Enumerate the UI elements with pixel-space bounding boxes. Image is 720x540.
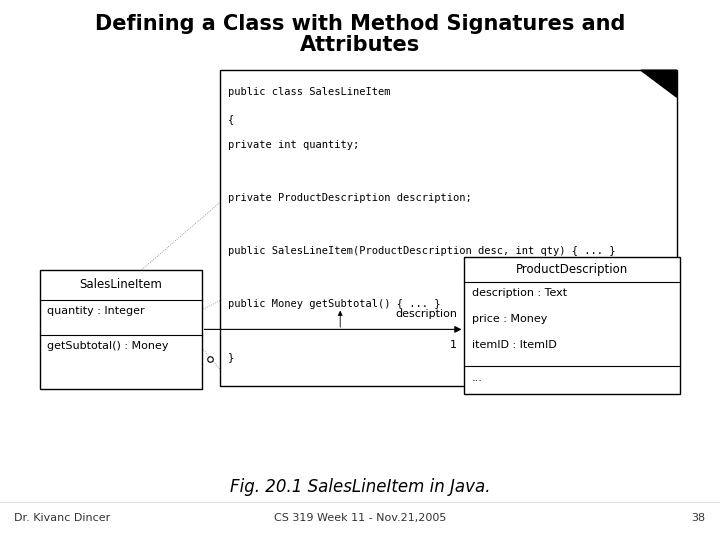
Text: SalesLineItem: SalesLineItem xyxy=(79,278,162,292)
Text: quantity : Integer: quantity : Integer xyxy=(47,306,145,316)
Text: getSubtotal() : Money: getSubtotal() : Money xyxy=(47,341,168,352)
Text: CS 319 Week 11 - Nov.21,2005: CS 319 Week 11 - Nov.21,2005 xyxy=(274,514,446,523)
Text: Defining a Class with Method Signatures and: Defining a Class with Method Signatures … xyxy=(95,14,625,33)
Text: public SalesLineItem(ProductDescription desc, int qty) { ... }: public SalesLineItem(ProductDescription … xyxy=(228,246,616,256)
Polygon shape xyxy=(641,70,677,97)
Text: price : Money: price : Money xyxy=(472,314,547,324)
Text: public class SalesLineItem: public class SalesLineItem xyxy=(228,87,391,98)
Text: }: } xyxy=(228,352,235,362)
Text: description: description xyxy=(395,308,457,319)
Text: Attributes: Attributes xyxy=(300,35,420,55)
Bar xyxy=(220,70,677,386)
Text: private int quantity;: private int quantity; xyxy=(228,140,359,151)
Text: 38: 38 xyxy=(691,514,706,523)
Text: private ProductDescription description;: private ProductDescription description; xyxy=(228,193,472,204)
Text: Fig. 20.1 SalesLineItem in Java.: Fig. 20.1 SalesLineItem in Java. xyxy=(230,478,490,496)
Bar xyxy=(40,270,202,389)
Bar xyxy=(464,256,680,394)
Text: public Money getSubtotal() { ... }: public Money getSubtotal() { ... } xyxy=(228,299,441,309)
Text: ProductDescription: ProductDescription xyxy=(516,263,629,276)
Text: ...: ... xyxy=(472,373,482,383)
Text: Dr. Kivanc Dincer: Dr. Kivanc Dincer xyxy=(14,514,111,523)
Text: {: { xyxy=(228,114,235,124)
Text: description : Text: description : Text xyxy=(472,288,567,298)
Text: itemID : ItemID: itemID : ItemID xyxy=(472,340,557,350)
Text: 1: 1 xyxy=(450,340,457,350)
